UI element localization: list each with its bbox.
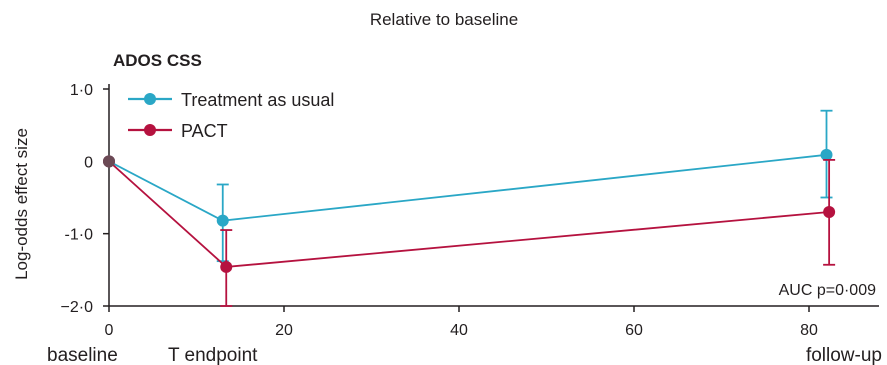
- series: [103, 109, 833, 263]
- legend-marker: [144, 93, 156, 105]
- legend: Treatment as usual PACT: [128, 90, 334, 141]
- auc-annotation: AUC p=0·009: [779, 282, 876, 299]
- x-category-label: baseline: [47, 345, 118, 365]
- x-tick-label: 0: [105, 322, 114, 339]
- y-tick-label: 1·0: [70, 82, 93, 99]
- series-line: [108, 160, 830, 268]
- data-point: [216, 214, 229, 227]
- x-tick-label: 60: [625, 322, 643, 339]
- y-tick-label: -1·0: [65, 227, 94, 244]
- chart-subtitle: ADOS CSS: [113, 51, 202, 70]
- series-layer: [103, 109, 836, 307]
- series: [103, 155, 836, 307]
- x-tick-label: 80: [800, 322, 818, 339]
- data-point: [823, 205, 836, 218]
- legend-marker: [144, 124, 156, 136]
- series-line: [108, 153, 827, 222]
- data-point: [220, 260, 233, 273]
- y-tick-label: 0: [84, 154, 93, 171]
- y-axis-label: Log-odds effect size: [12, 128, 31, 280]
- legend-label: PACT: [181, 121, 228, 141]
- legend-label: Treatment as usual: [181, 90, 334, 110]
- x-tick-label: 20: [275, 322, 293, 339]
- y-tick-label: −2·0: [61, 299, 94, 316]
- x-category-label: follow-up: [806, 345, 882, 365]
- data-point: [820, 148, 833, 161]
- x-category-label: T endpoint: [168, 345, 258, 365]
- axes: 1·0 0 -1·0 −2·0 0 20 40 60 80 baseline T endpoint f…: [47, 82, 882, 365]
- x-tick-label: 40: [450, 322, 468, 339]
- chart-title: Relative to baseline: [370, 10, 518, 29]
- baseline-point: [103, 155, 115, 168]
